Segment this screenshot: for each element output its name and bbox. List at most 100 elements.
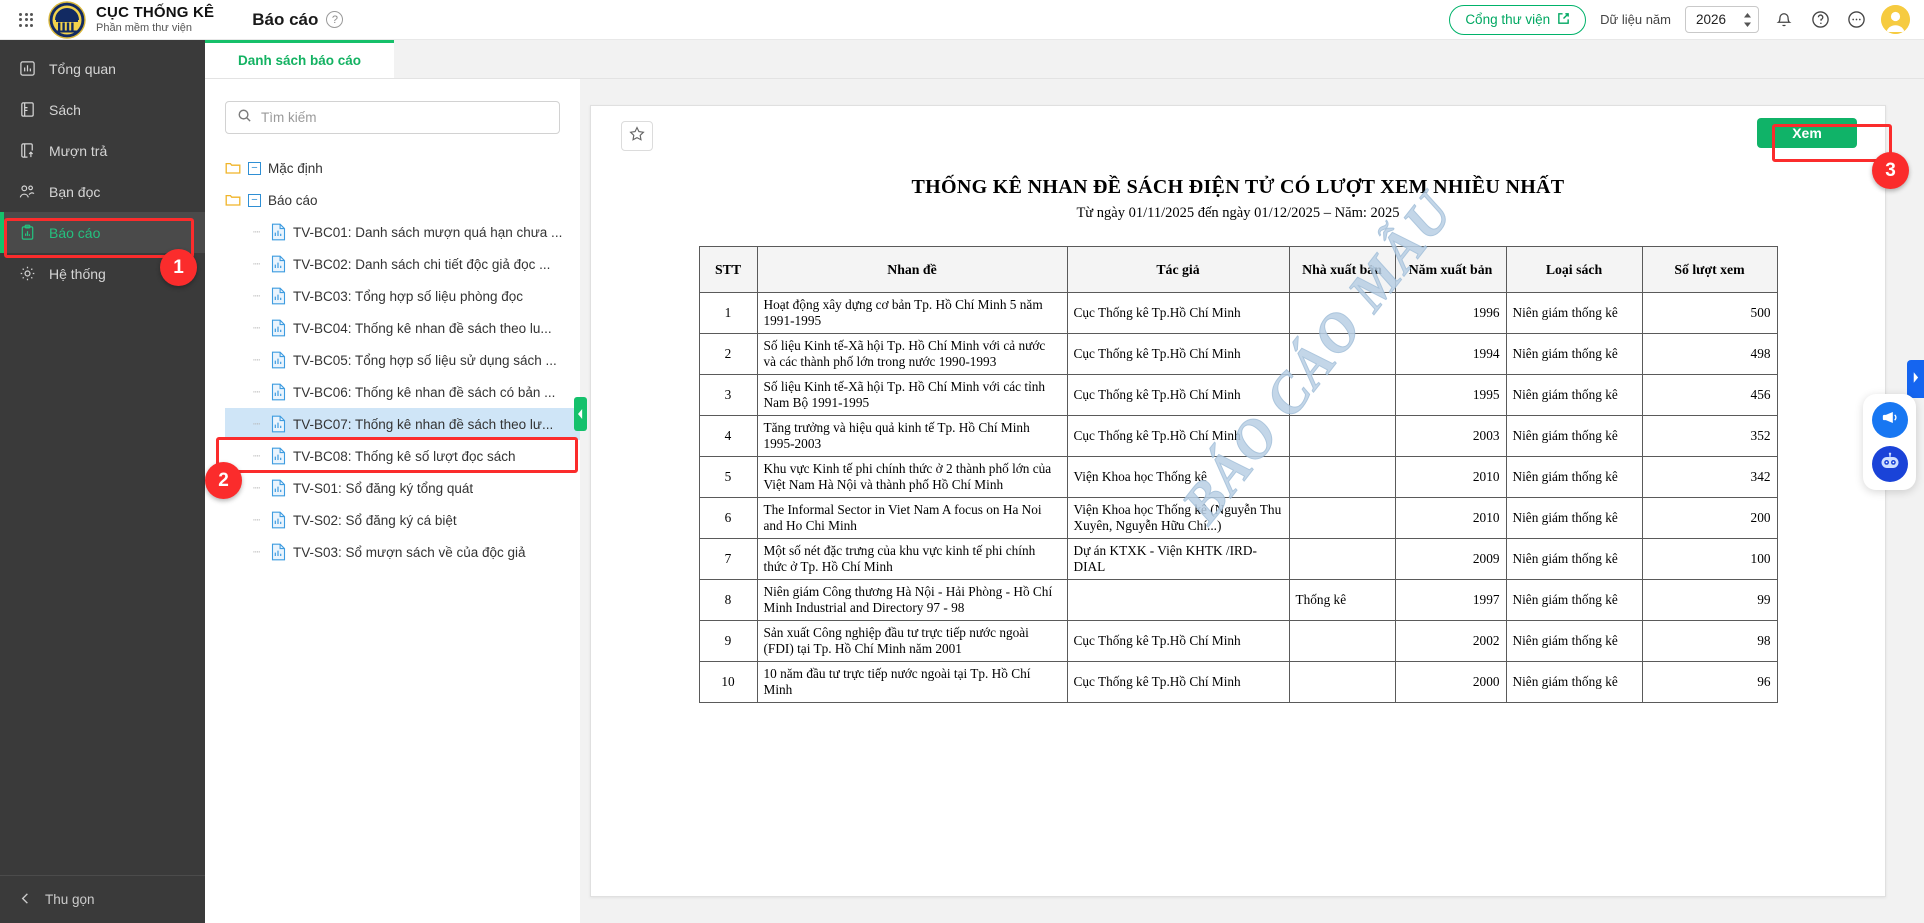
annotation-number: 3 [1885,159,1896,181]
sidebar-item-sach[interactable]: Sách [0,89,205,130]
col-tac-gia: Tác giả [1066,246,1290,293]
search-wrap: Tìm kiếm [205,79,580,134]
report-preview-panel: Xem THỐNG KÊ NHAN ĐỀ SÁCH ĐIỆN TỬ CÓ LƯỢ… [590,105,1886,897]
sidebar-collapse-button[interactable]: Thu gọn [0,875,205,923]
cell-publisher [1288,415,1396,457]
sidebar: Tổng quan Sách Mượn trả [0,40,205,923]
tree-item-tv-bc06[interactable]: ┈ TV-BC06: Thống kê nhan đề sách có bản … [225,376,580,408]
tree-item-tv-bc03[interactable]: ┈ TV-BC03: Tổng hợp số liệu phòng đọc [225,280,580,312]
cell-views: 100 [1641,538,1778,580]
col-stt: STT [698,246,758,293]
annotation-badge-3: 3 [1872,152,1909,189]
ellipsis-circle-icon[interactable] [1845,9,1867,31]
tree-label: TV-BC07: Thống kê nhan đề sách theo lư..… [293,416,554,432]
cell-author: Cục Thống kê Tp.Hồ Chí Minh [1066,661,1290,703]
tree-folder-bao-cao[interactable]: − Báo cáo [225,184,580,216]
cell-type: Niên giám thống kê [1505,620,1643,662]
tree-connector-icon: ┈ [253,385,260,399]
table-row: 9 Sản xuất Công nghiệp đầu tư trực tiếp … [698,620,1778,662]
users-icon [18,183,36,201]
library-portal-button[interactable]: Cổng thư viện [1449,4,1587,35]
tree-item-tv-s01[interactable]: ┈ TV-S01: Sổ đăng ký tổng quát [225,472,580,504]
tree-label: TV-BC02: Danh sách chi tiết độc giả đọc … [293,256,551,272]
cell-title: Sản xuất Công nghiệp đầu tư trực tiếp nư… [756,620,1068,662]
cell-title: Số liệu Kinh tế-Xã hội Tp. Hồ Chí Minh v… [756,374,1068,416]
bell-icon[interactable] [1773,9,1795,31]
report-document-icon [271,511,286,529]
sidebar-label: Tổng quan [49,60,116,77]
table-row: 7 Một số nét đặc trưng của khu vực kinh … [698,538,1778,580]
tree-item-tv-bc08[interactable]: ┈ TV-BC08: Thống kê số lượt đọc sách [225,440,580,472]
tree-item-tv-bc04[interactable]: ┈ TV-BC04: Thống kê nhan đề sách theo lu… [225,312,580,344]
report-document-icon [271,319,286,337]
robot-icon [1879,451,1901,478]
tree-item-tv-bc05[interactable]: ┈ TV-BC05: Tổng hợp số liệu sử dụng sách… [225,344,580,376]
sidebar-item-muon-tra[interactable]: Mượn trả [0,130,205,171]
sidebar-label: Hệ thống [49,265,106,282]
tree-item-tv-bc01[interactable]: ┈ TV-BC01: Danh sách mượn quá hạn chưa .… [225,216,580,248]
sidebar-item-tong-quan[interactable]: Tổng quan [0,48,205,89]
tab-danh-sach-bao-cao[interactable]: Danh sách báo cáo [205,40,394,78]
sidebar-label: Báo cáo [49,224,101,241]
cell-publisher [1288,497,1396,539]
chart-box-icon [18,60,36,78]
table-row: 8 Niên giám Công thương Hà Nội - Hải Phò… [698,579,1778,621]
cell-stt: 3 [698,374,758,416]
cell-stt: 9 [698,620,758,662]
table-row: 3 Số liệu Kinh tế-Xã hội Tp. Hồ Chí Minh… [698,374,1778,416]
tree-item-tv-bc07[interactable]: ┈ TV-BC07: Thống kê nhan đề sách theo lư… [225,408,580,440]
tree-folder-mac-dinh[interactable]: − Mặc định [225,152,580,184]
tree-panel-collapse-handle[interactable] [574,397,587,431]
page-title: Báo cáo [252,9,319,29]
right-drawer-toggle[interactable] [1907,360,1924,398]
tree-connector-icon: ┈ [253,513,260,527]
cell-views: 96 [1641,661,1778,703]
help-circle-icon[interactable] [1809,9,1831,31]
tree-label: TV-BC04: Thống kê nhan đề sách theo lu..… [293,320,552,336]
tree-expander-icon[interactable]: − [248,193,261,207]
cell-title: The Informal Sector in Viet Nam A focus … [756,497,1068,539]
cell-author: Cục Thống kê Tp.Hồ Chí Minh [1066,620,1290,662]
report-document-icon [271,415,286,433]
top-bar-right: Cổng thư viện Dữ liệu năm 2026 [1449,4,1924,35]
chevron-left-icon [18,891,33,909]
cell-type: Niên giám thống kê [1505,538,1643,580]
cell-views: 456 [1641,374,1778,416]
cell-publisher [1288,538,1396,580]
question-circle-icon[interactable]: ? [326,11,344,28]
cell-title: Tăng trưởng và hiệu quả kinh tế Tp. Hồ C… [756,415,1068,457]
tree-connector-icon: ┈ [253,257,260,271]
chatbot-button[interactable] [1871,446,1908,482]
sidebar-item-ban-doc[interactable]: Bạn đọc [0,171,205,212]
data-year-stepper[interactable]: 2026 [1685,6,1759,33]
cell-author: Cục Thống kê Tp.Hồ Chí Minh [1066,415,1290,457]
annotation-badge-2: 2 [205,462,242,499]
announcement-button[interactable] [1871,402,1908,438]
content-area: Tìm kiếm − Mặc định [205,79,1924,923]
sidebar-item-bao-cao[interactable]: Báo cáo [0,212,205,253]
folder-icon [225,193,241,207]
tree-label: TV-BC03: Tổng hợp số liệu phòng đọc [293,288,524,304]
tree-item-tv-s02[interactable]: ┈ TV-S02: Sổ đăng ký cá biệt [225,504,580,536]
external-link-icon [1557,12,1570,28]
tree-item-tv-s03[interactable]: ┈ TV-S03: Sổ mượn sách về của độc giả [225,536,580,568]
sidebar-item-he-thong[interactable]: Hệ thống [0,253,205,294]
sidebar-label: Bạn đọc [49,183,101,200]
cell-year: 2010 [1394,456,1507,498]
view-button[interactable]: Xem [1757,118,1857,148]
search-input[interactable]: Tìm kiếm [225,101,560,134]
search-placeholder: Tìm kiếm [261,110,317,125]
favorite-star-button[interactable] [621,121,653,151]
user-avatar[interactable] [1881,5,1910,34]
stepper-arrows-icon[interactable] [1743,12,1752,28]
tree-item-tv-bc02[interactable]: ┈ TV-BC02: Danh sách chi tiết độc giả đọ… [225,248,580,280]
sidebar-collapse-label: Thu gọn [45,892,95,907]
cell-year: 1995 [1394,374,1507,416]
apps-grid-icon[interactable] [8,12,44,27]
cell-author: Viện Khoa học Thống kê [1066,456,1290,498]
cell-views: 98 [1641,620,1778,662]
tree-connector-icon: ┈ [253,545,260,559]
tree-label: TV-BC06: Thống kê nhan đề sách có bản ..… [293,384,556,400]
annotation-badge-1: 1 [160,249,197,286]
tree-expander-icon[interactable]: − [248,161,261,175]
